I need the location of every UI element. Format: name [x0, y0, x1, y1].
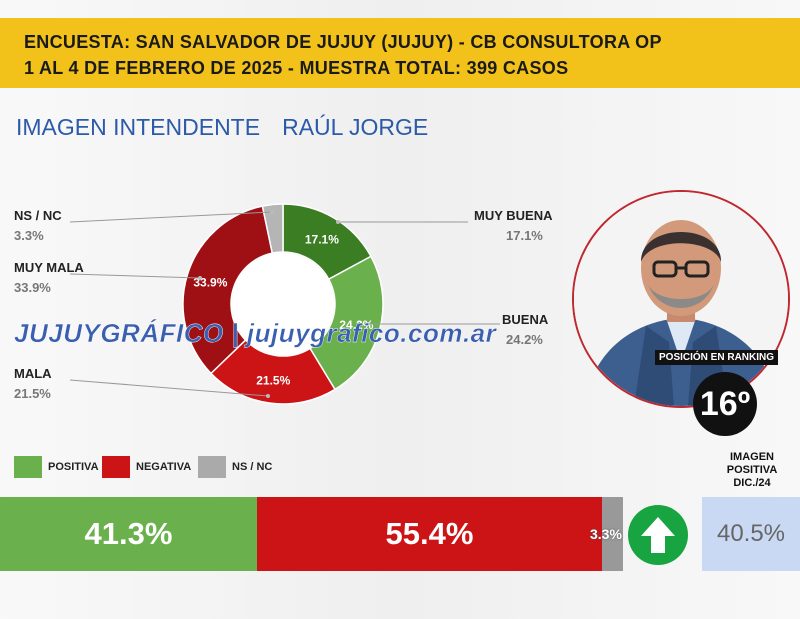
donut-slice-buena [308, 255, 384, 391]
donut-slice-mala [209, 339, 337, 405]
title-label: IMAGEN INTENDENTE [16, 114, 261, 140]
label-mala: MALA [14, 366, 52, 381]
title-name: RAÚL JORGE [282, 114, 429, 140]
leader-dot [266, 394, 270, 398]
label-muy-buena: MUY BUENA [474, 208, 553, 223]
ranking-badge: 16º [693, 372, 757, 436]
donut-slice-ns-nc [261, 203, 284, 255]
header-line-2: 1 AL 4 DE FEBRERO DE 2025 - MUESTRA TOTA… [24, 58, 569, 78]
previous-label-3: DIC./24 [733, 477, 771, 489]
leader-dot [366, 322, 370, 326]
previous-label-2: POSITIVA [726, 464, 778, 476]
person-illustration [574, 192, 788, 406]
portrait-photo [572, 190, 790, 408]
bar-segment-negativa: 55.4% [257, 497, 602, 571]
donut-slice-muy-mala [182, 205, 274, 375]
donut-value-label: 17.1% [305, 233, 339, 247]
legend-swatch-positiva [14, 456, 42, 478]
leader-line [69, 379, 269, 397]
bar-value-label: 3.3% [590, 526, 622, 542]
bar-segment-positiva: 41.3% [0, 497, 257, 571]
donut-value-label: 33.9% [193, 276, 227, 290]
legend-swatch-negativa [102, 456, 130, 478]
bar-value-label: 41.3% [84, 516, 173, 551]
arrow-up-glyph [641, 517, 675, 553]
legend-label-positiva: POSITIVA [48, 461, 99, 473]
donut-hole [232, 253, 334, 355]
chart-title: IMAGEN INTENDENTE RAÚL JORGE [16, 114, 428, 141]
arrow-up-icon [628, 505, 688, 565]
pct-buena: 24.2% [506, 332, 543, 347]
leader-line [69, 273, 201, 279]
pct-ns-nc: 3.3% [14, 228, 44, 243]
legend-ns-nc: NS / NC [198, 456, 272, 478]
label-buena: BUENA [502, 312, 549, 327]
legend-label-negativa: NEGATIVA [136, 461, 192, 473]
legend-negativa: NEGATIVA [102, 456, 191, 478]
bar-value-label: 55.4% [385, 516, 474, 551]
donut-value-label: 21.5% [256, 373, 290, 387]
label-muy-mala: MUY MALA [14, 260, 84, 275]
pct-muy-buena: 17.1% [506, 228, 543, 243]
bar-segment-ns-nc: 3.3% [590, 497, 623, 571]
pct-mala: 21.5% [14, 386, 51, 401]
legend-label-ns-nc: NS / NC [232, 461, 273, 473]
ranking-label: POSICIÓN EN RANKING [655, 350, 779, 365]
pct-muy-mala: 33.9% [14, 280, 51, 295]
leader-dot [336, 220, 340, 224]
label-ns-nc: NS / NC [14, 208, 62, 223]
previous-label-1: IMAGEN [730, 451, 774, 463]
donut-value-label: 24.2% [339, 318, 373, 332]
watermark: JUJUYGRÁFICO | jujuygrafico.com.ar [14, 318, 497, 348]
legend-swatch-ns-nc [198, 456, 226, 478]
leader-line [69, 211, 273, 223]
previous-image-label: IMAGEN POSITIVA DIC./24 [712, 451, 792, 490]
leader-dot [198, 276, 202, 280]
header-banner: ENCUESTA: SAN SALVADOR DE JUJUY (JUJUY) … [0, 18, 800, 88]
leader-dot [270, 210, 274, 214]
previous-image-value: 40.5% [702, 497, 800, 571]
header-line-1: ENCUESTA: SAN SALVADOR DE JUJUY (JUJUY) … [24, 32, 662, 52]
legend-positiva: POSITIVA [14, 456, 99, 478]
